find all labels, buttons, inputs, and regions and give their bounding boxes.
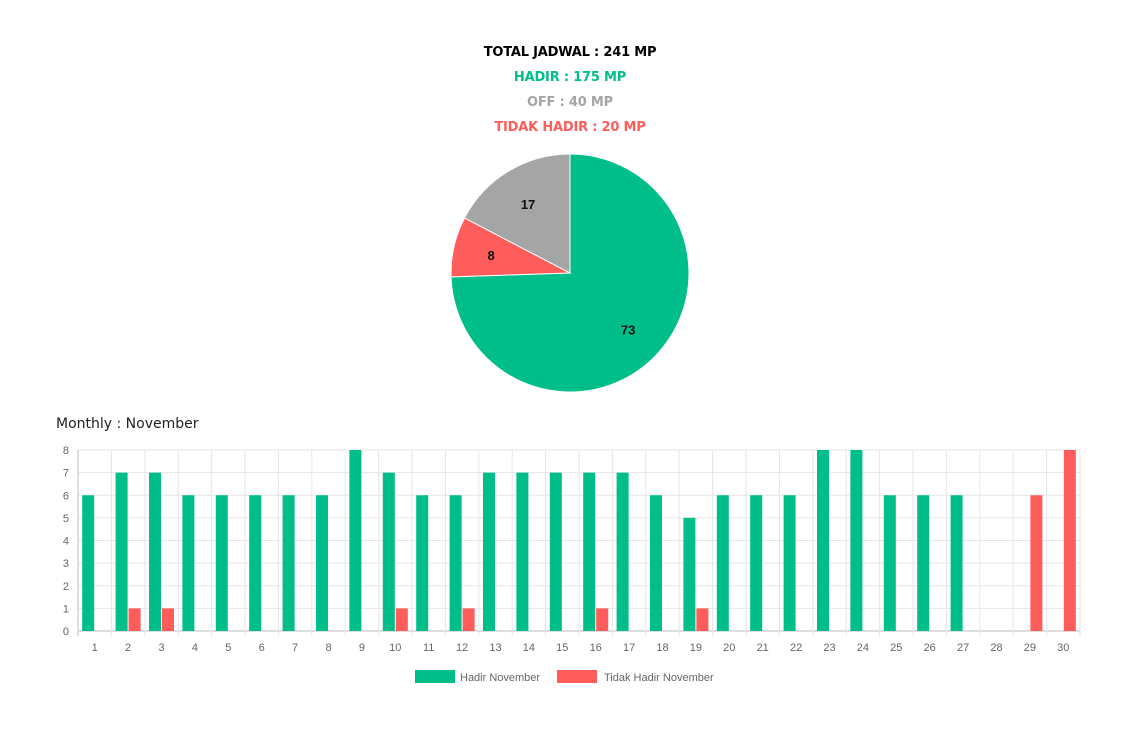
bar-hadir-4	[182, 495, 195, 631]
bar-hadir-26	[917, 495, 930, 631]
x-tick-label: 30	[1057, 642, 1069, 654]
bar-tidak-hadir-10	[395, 608, 408, 631]
monthly-title: Monthly : November	[56, 416, 199, 432]
legend-swatch-tidak-hadir[interactable]	[557, 670, 597, 683]
bar-hadir-8	[316, 495, 328, 631]
x-tick-label: 22	[790, 642, 802, 654]
bar-hadir-9	[349, 450, 362, 631]
pie-chart: 73 8 17	[450, 153, 690, 393]
x-tick-label: 15	[556, 642, 568, 654]
bar-hadir-27	[950, 495, 963, 631]
x-tick-label: 8	[325, 642, 331, 654]
pie-slice-17	[463, 153, 571, 274]
bar-hadir-18	[650, 495, 662, 631]
hadir-label: HADIR : 175 MP	[513, 70, 627, 85]
bar-tidak-hadir-30	[1063, 450, 1076, 631]
bar-hadir-3	[149, 472, 161, 631]
x-tick-label: 28	[990, 642, 1002, 654]
x-tick-label: 19	[690, 642, 702, 654]
bar-hadir-15	[549, 472, 562, 631]
legend: Hadir November Tidak Hadir November	[415, 670, 714, 684]
bar-hadir-7	[282, 495, 295, 631]
bar-hadir-1	[82, 495, 95, 631]
bar-hadir-5	[215, 495, 228, 631]
x-tick-label: 7	[292, 642, 298, 654]
bar-hadir-2	[115, 472, 128, 631]
x-tick-label: 16	[590, 642, 602, 654]
bar-hadir-14	[516, 472, 529, 631]
x-tick-label: 11	[423, 642, 434, 654]
bar-tidak-hadir-29	[1030, 495, 1043, 631]
y-tick-label: 1	[63, 603, 69, 615]
x-tick-label: 18	[656, 642, 668, 654]
x-tick-label: 14	[523, 642, 535, 654]
x-tick-label: 2	[125, 642, 131, 654]
y-tick-label: 0	[63, 626, 69, 638]
x-tick-label: 9	[359, 642, 365, 654]
x-tick-label: 21	[757, 642, 769, 654]
x-tick-label: 24	[857, 642, 869, 654]
x-tick-label: 23	[823, 642, 835, 654]
bar-tidak-hadir-3	[162, 608, 174, 631]
y-tick-label: 5	[63, 513, 69, 525]
bar-hadir-21	[750, 495, 763, 631]
pie-label-73: 73	[621, 322, 635, 337]
y-tick-label: 7	[63, 468, 69, 480]
bar-hadir-24	[850, 450, 863, 631]
bar-hadir-25	[883, 495, 896, 631]
x-tick-label: 13	[489, 642, 501, 654]
x-tick-label: 20	[723, 642, 735, 654]
legend-label-tidak-hadir[interactable]: Tidak Hadir November	[604, 672, 714, 684]
bar-hadir-6	[249, 495, 262, 631]
total-jadwal-label: TOTAL JADWAL : 241 MP	[483, 45, 657, 60]
summary: TOTAL JADWAL : 241 MP HADIR : 175 MP OFF…	[0, 40, 1140, 140]
bar-hadir-10	[382, 472, 395, 631]
bar-tidak-hadir-2	[128, 608, 141, 631]
x-tick-label: 3	[158, 642, 164, 654]
legend-swatch-hadir[interactable]	[415, 670, 455, 683]
x-tick-label: 25	[890, 642, 902, 654]
off-label: OFF : 40 MP	[527, 95, 613, 110]
y-tick-label: 3	[63, 558, 69, 570]
pie-label-8: 8	[487, 248, 494, 263]
bar-hadir-19	[683, 517, 696, 631]
x-tick-label: 26	[924, 642, 936, 654]
bar-hadir-12	[449, 495, 462, 631]
x-tick-label: 27	[957, 642, 969, 654]
bar-tidak-hadir-19	[696, 608, 709, 631]
bar-hadir-17	[616, 472, 629, 631]
bar-hadir-23	[817, 450, 829, 631]
bar-hadir-16	[583, 472, 596, 631]
x-tick-label: 6	[259, 642, 265, 654]
x-tick-label: 1	[92, 642, 98, 654]
y-tick-label: 4	[63, 536, 69, 548]
y-tick-label: 6	[63, 490, 69, 502]
x-tick-label: 5	[225, 642, 231, 654]
bar-tidak-hadir-12	[462, 608, 475, 631]
bar-hadir-11	[416, 495, 429, 631]
x-tick-label: 4	[192, 642, 198, 654]
bar-hadir-13	[483, 472, 495, 631]
bar-hadir-20	[716, 495, 729, 631]
legend-label-hadir[interactable]: Hadir November	[460, 672, 540, 684]
tidak-hadir-label: TIDAK HADIR : 20 MP	[494, 120, 646, 135]
x-tick-label: 12	[456, 642, 468, 654]
y-tick-label: 8	[63, 445, 69, 457]
bar-hadir-22	[783, 495, 796, 631]
y-tick-label: 2	[63, 581, 69, 593]
pie-label-17: 17	[521, 197, 535, 212]
x-tick-label: 10	[389, 642, 401, 654]
bar-tidak-hadir-16	[596, 608, 609, 631]
x-tick-label: 17	[623, 642, 635, 654]
x-tick-label: 29	[1024, 642, 1036, 654]
